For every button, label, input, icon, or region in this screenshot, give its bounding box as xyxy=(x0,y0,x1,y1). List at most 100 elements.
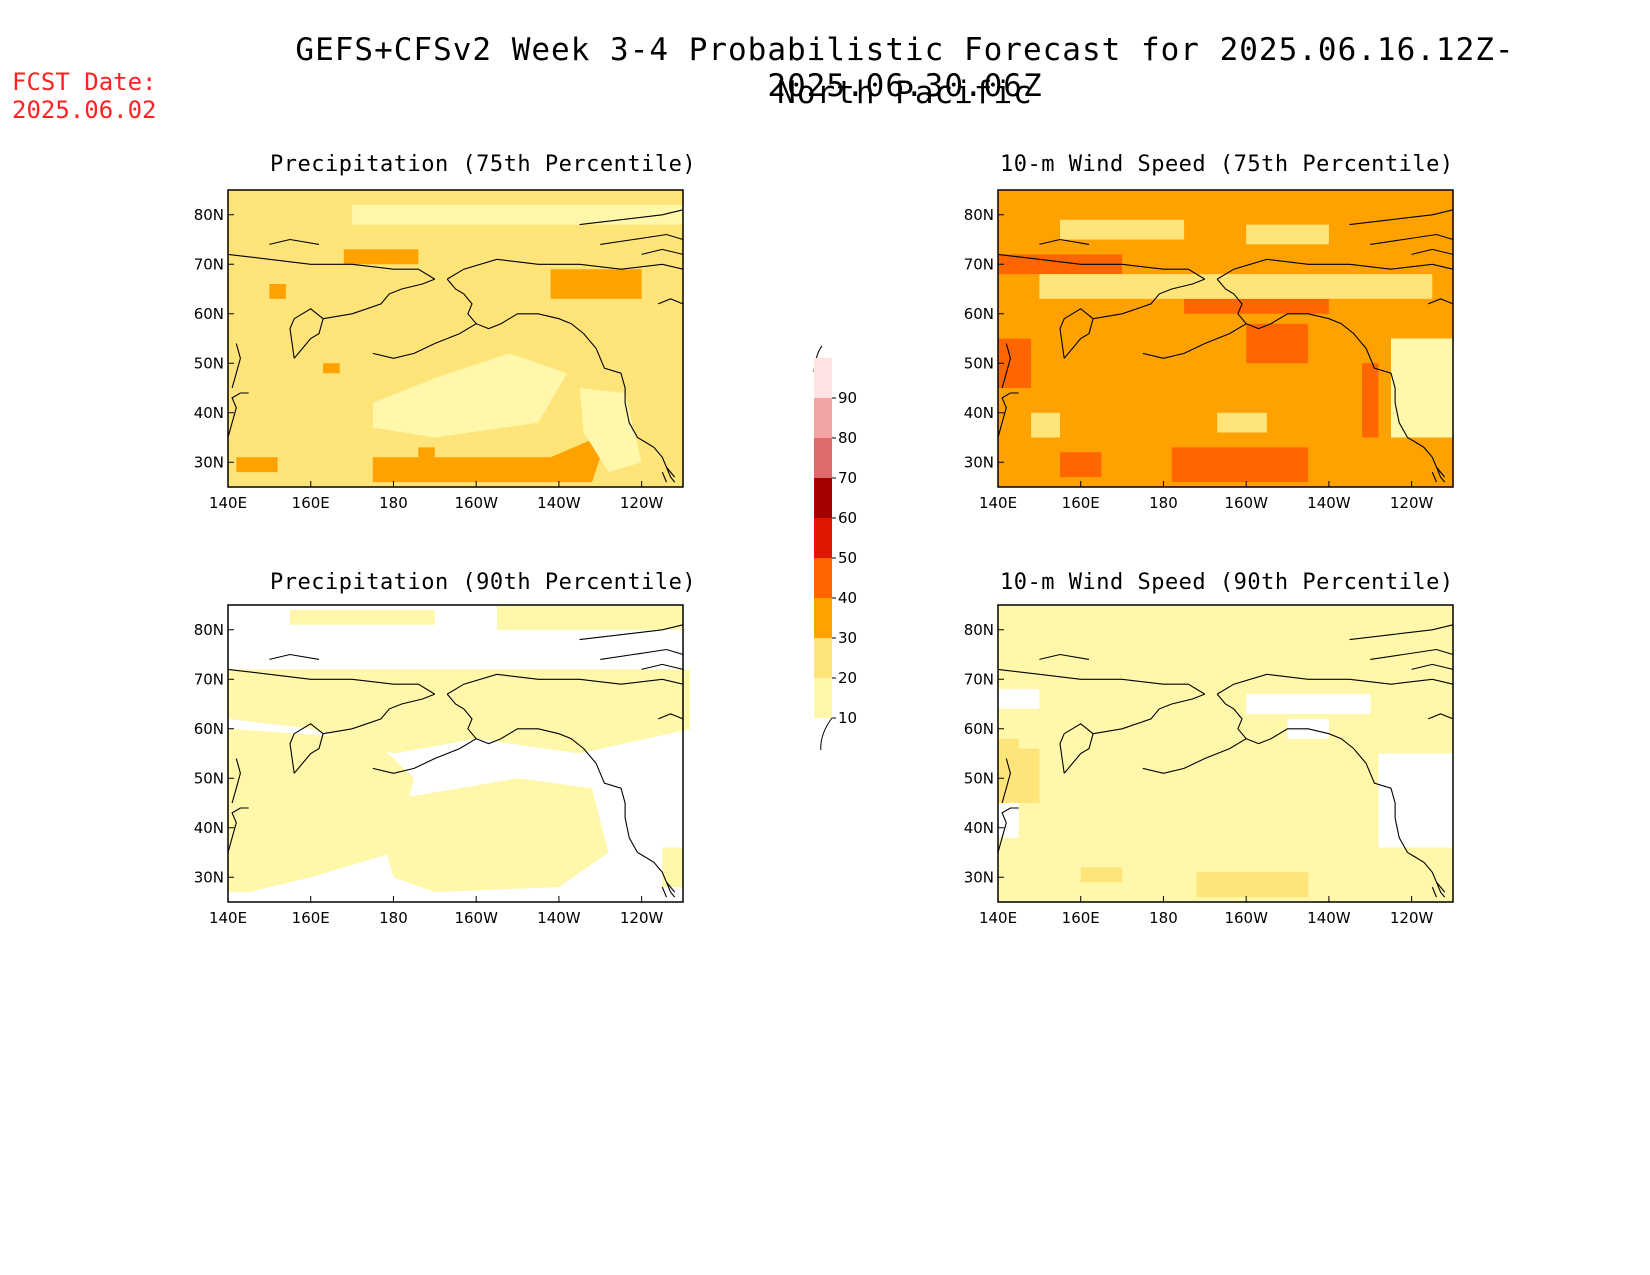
shaded-region xyxy=(269,284,286,299)
coastline xyxy=(289,308,324,359)
coastline xyxy=(997,668,1206,695)
map-frame xyxy=(227,604,684,903)
colorbar-swatch xyxy=(814,398,832,438)
lon-tick-label: 160W xyxy=(1224,909,1268,927)
coastline xyxy=(446,278,676,478)
coastline xyxy=(372,738,477,774)
lat-tick-label: 50N xyxy=(964,354,994,372)
shaded-region xyxy=(323,363,340,374)
coastline xyxy=(1142,738,1247,774)
coastline xyxy=(1431,886,1438,898)
lat-tick-label: 60N xyxy=(194,305,224,323)
shaded-region xyxy=(662,847,683,888)
coastline xyxy=(1411,663,1454,670)
colorbar-swatch xyxy=(814,518,832,558)
coastline xyxy=(289,723,324,774)
lat-tick-label: 50N xyxy=(964,769,994,787)
lon-tick-label: 140W xyxy=(1307,494,1351,512)
coastline xyxy=(657,298,684,305)
lon-tick-label: 140E xyxy=(979,494,1017,512)
coastline xyxy=(1435,881,1446,898)
shaded-region xyxy=(228,669,690,754)
map-frame xyxy=(997,604,1454,903)
lat-tick-label: 30N xyxy=(194,453,224,471)
shaded-region xyxy=(372,432,609,483)
lat-tick-label: 40N xyxy=(194,819,224,837)
forecast-date-label: FCST Date: xyxy=(12,68,157,96)
coastline xyxy=(1142,323,1247,359)
map-precip-75: 80N 70N 60N 50N 40N 30N 140E 160E 180 160W 140W 120… xyxy=(194,189,684,512)
shaded-region xyxy=(1031,412,1060,438)
lat-tick-label: 40N xyxy=(194,404,224,422)
panel-title-precip-75: Precipitation (75th Percentile) xyxy=(270,152,697,177)
coastline xyxy=(600,648,684,660)
colorbar-swatch xyxy=(814,638,832,678)
coastline xyxy=(1001,343,1011,389)
lat-tick-label: 70N xyxy=(194,670,224,688)
coastline xyxy=(227,392,249,438)
map-frame xyxy=(997,189,1454,488)
lat-tick-label: 70N xyxy=(194,255,224,273)
coastline xyxy=(323,693,436,735)
coastline xyxy=(1216,673,1454,695)
coastline xyxy=(579,209,684,226)
colorbar-swatch xyxy=(814,558,832,598)
lat-tick-label: 30N xyxy=(194,868,224,886)
map-precip-90: 80N 70N 60N 50N 40N 30N 140E 160E 180 160W 140W 120… xyxy=(194,604,690,927)
lon-tick-label: 160E xyxy=(1062,494,1100,512)
coastline xyxy=(269,238,320,245)
map-wind-75: 80N 70N 60N 50N 40N 30N 140E 160E 180 160W 140W 120… xyxy=(964,189,1454,512)
map-frame xyxy=(227,189,684,488)
lon-tick-label: 180 xyxy=(379,909,408,927)
coastline xyxy=(997,253,1206,280)
colorbar-swatch xyxy=(814,478,832,518)
coastline xyxy=(1411,248,1454,255)
coastline xyxy=(1001,758,1011,804)
colorbar-swatch xyxy=(814,358,832,398)
shaded-region xyxy=(1246,323,1309,364)
coastline xyxy=(1216,278,1446,478)
coastline xyxy=(1431,471,1438,483)
shaded-region xyxy=(1246,224,1329,245)
lat-tick-label: 60N xyxy=(964,305,994,323)
shaded-region xyxy=(998,748,1040,803)
colorbar-label: 60 xyxy=(838,509,857,527)
colorbar-label: 30 xyxy=(838,629,857,647)
colorbar-label: 80 xyxy=(838,429,857,447)
lat-tick-label: 70N xyxy=(964,670,994,688)
lon-tick-label: 160E xyxy=(1062,909,1100,927)
coastline xyxy=(641,248,684,255)
lat-tick-label: 40N xyxy=(964,819,994,837)
lon-tick-label: 160E xyxy=(292,494,330,512)
shaded-region xyxy=(290,609,435,625)
coastline xyxy=(1349,209,1454,226)
coastline xyxy=(1093,278,1206,320)
coastline xyxy=(227,668,436,695)
colorbar-swatch xyxy=(814,438,832,478)
shaded-region xyxy=(1060,452,1102,478)
colorbar-label: 70 xyxy=(838,469,857,487)
lat-tick-label: 60N xyxy=(964,720,994,738)
colorbar-bottom-cap xyxy=(820,717,833,750)
coastline xyxy=(1039,653,1090,660)
lon-tick-label: 140E xyxy=(209,909,247,927)
coastline xyxy=(600,233,684,245)
shaded-region xyxy=(998,738,1019,754)
panel-title-precip-90: Precipitation (90th Percentile) xyxy=(270,570,697,595)
panel-title-wind-75: 10-m Wind Speed (75th Percentile) xyxy=(1000,152,1454,177)
colorbar-swatch xyxy=(814,598,832,638)
shaded-region xyxy=(372,778,609,893)
shaded-region xyxy=(998,689,1040,709)
lon-tick-label: 180 xyxy=(1149,909,1178,927)
shaded-region xyxy=(998,254,1123,275)
coastline xyxy=(661,471,668,483)
shaded-region xyxy=(1246,694,1371,714)
shaded-region xyxy=(1080,867,1123,883)
coastline xyxy=(231,343,241,389)
shaded-region xyxy=(1196,872,1309,898)
lon-tick-label: 120W xyxy=(620,909,664,927)
shaded-region xyxy=(998,338,1032,388)
lon-tick-label: 180 xyxy=(1149,494,1178,512)
lon-tick-label: 180 xyxy=(379,494,408,512)
map-background-shading xyxy=(998,605,1453,902)
